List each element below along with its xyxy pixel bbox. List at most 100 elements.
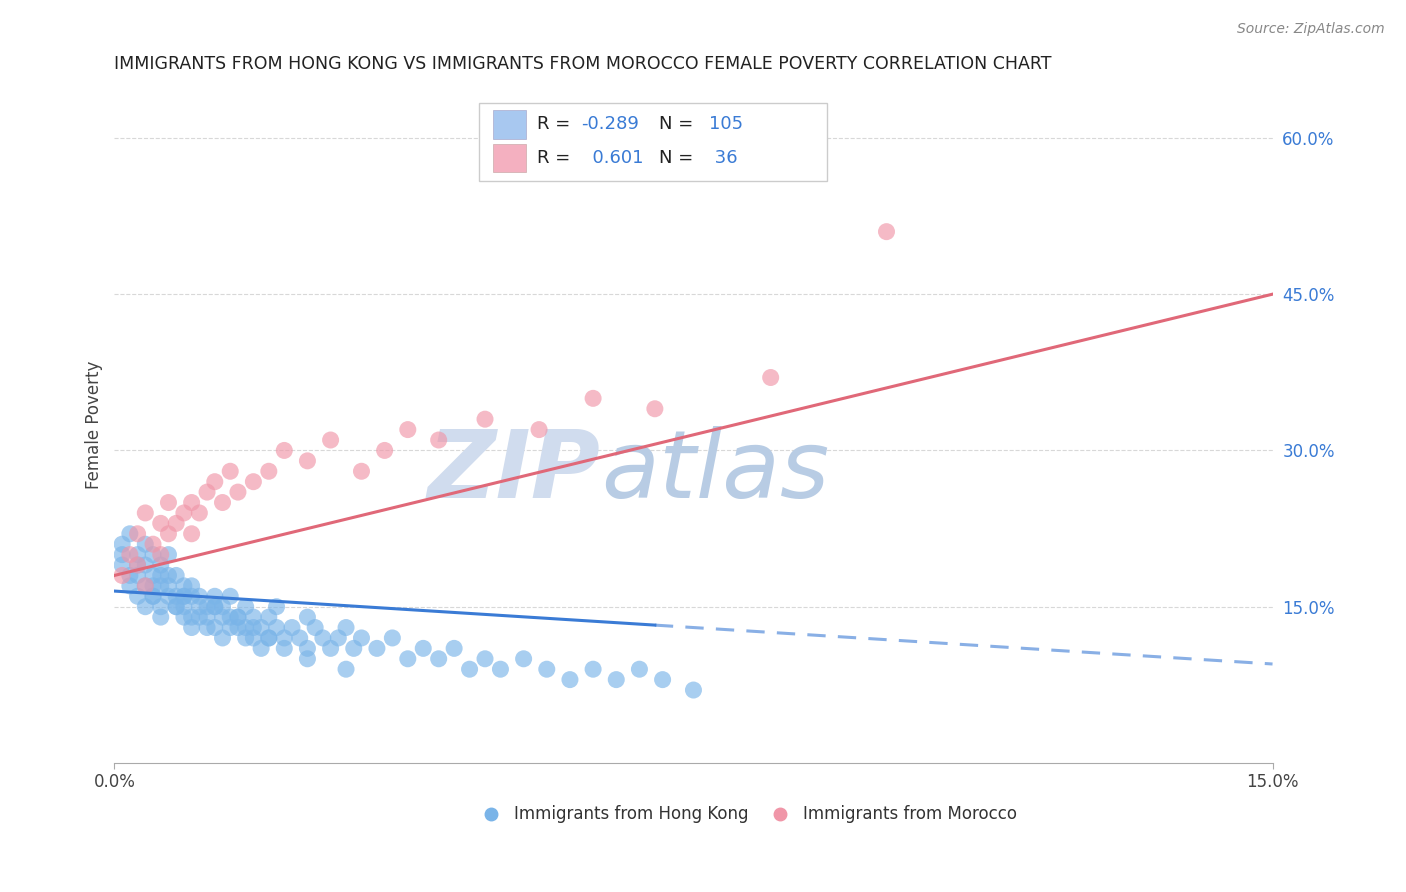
Point bbox=[366, 641, 388, 656]
Point bbox=[142, 568, 165, 582]
Point bbox=[644, 401, 666, 416]
Point bbox=[157, 548, 180, 562]
Point bbox=[180, 579, 202, 593]
Y-axis label: Female Poverty: Female Poverty bbox=[86, 360, 103, 489]
Point bbox=[273, 641, 295, 656]
Point bbox=[651, 673, 673, 687]
Point bbox=[328, 631, 350, 645]
Point bbox=[297, 454, 319, 468]
Point bbox=[458, 662, 481, 676]
Point bbox=[273, 631, 295, 645]
Point bbox=[111, 537, 134, 551]
Point bbox=[142, 589, 165, 603]
Point bbox=[235, 621, 257, 635]
Point bbox=[127, 548, 149, 562]
Point bbox=[343, 641, 366, 656]
Point bbox=[173, 579, 195, 593]
Point bbox=[319, 641, 342, 656]
Text: N =: N = bbox=[659, 115, 699, 134]
Point bbox=[682, 683, 704, 698]
Point bbox=[335, 662, 357, 676]
Point bbox=[180, 526, 202, 541]
Point bbox=[188, 589, 211, 603]
Point bbox=[127, 558, 149, 572]
Point bbox=[134, 506, 156, 520]
Point bbox=[149, 568, 172, 582]
Text: 36: 36 bbox=[709, 149, 737, 168]
Point bbox=[165, 589, 187, 603]
Point bbox=[204, 599, 226, 614]
Point bbox=[628, 662, 651, 676]
Point bbox=[127, 568, 149, 582]
Point bbox=[118, 526, 141, 541]
Point bbox=[226, 610, 249, 624]
Point bbox=[335, 621, 357, 635]
Point bbox=[350, 631, 373, 645]
Point bbox=[134, 558, 156, 572]
Point bbox=[142, 548, 165, 562]
Point bbox=[443, 641, 465, 656]
Point bbox=[180, 589, 202, 603]
Point bbox=[149, 610, 172, 624]
Point bbox=[195, 485, 218, 500]
Point bbox=[142, 589, 165, 603]
Point bbox=[157, 579, 180, 593]
Point bbox=[242, 610, 264, 624]
Bar bbox=[479, 103, 827, 180]
Point bbox=[111, 568, 134, 582]
Point bbox=[173, 589, 195, 603]
Point bbox=[312, 631, 335, 645]
Point bbox=[427, 652, 450, 666]
Text: IMMIGRANTS FROM HONG KONG VS IMMIGRANTS FROM MOROCCO FEMALE POVERTY CORRELATION : IMMIGRANTS FROM HONG KONG VS IMMIGRANTS … bbox=[114, 55, 1052, 73]
Point bbox=[226, 485, 249, 500]
Point bbox=[149, 548, 172, 562]
Point bbox=[474, 412, 496, 426]
Point bbox=[157, 589, 180, 603]
Text: Immigrants from Morocco: Immigrants from Morocco bbox=[803, 805, 1018, 822]
Point bbox=[142, 579, 165, 593]
Point bbox=[204, 475, 226, 489]
Point bbox=[165, 599, 187, 614]
Point bbox=[211, 631, 233, 645]
Point bbox=[118, 579, 141, 593]
Point bbox=[118, 568, 141, 582]
Point bbox=[396, 652, 419, 666]
Text: Immigrants from Hong Kong: Immigrants from Hong Kong bbox=[515, 805, 748, 822]
Bar bbox=[494, 144, 526, 172]
Point bbox=[219, 621, 242, 635]
Point bbox=[319, 433, 342, 447]
Point bbox=[242, 621, 264, 635]
Point bbox=[350, 464, 373, 478]
Text: ZIP: ZIP bbox=[427, 425, 600, 517]
Point bbox=[165, 599, 187, 614]
Point bbox=[134, 579, 156, 593]
Point bbox=[297, 652, 319, 666]
Point bbox=[605, 673, 627, 687]
Point bbox=[188, 506, 211, 520]
Point bbox=[188, 599, 211, 614]
Point bbox=[226, 621, 249, 635]
Text: Source: ZipAtlas.com: Source: ZipAtlas.com bbox=[1237, 22, 1385, 37]
Point bbox=[157, 526, 180, 541]
Point bbox=[149, 516, 172, 531]
Point bbox=[266, 621, 288, 635]
Point bbox=[219, 589, 242, 603]
Text: -0.289: -0.289 bbox=[581, 115, 638, 134]
Point bbox=[149, 558, 172, 572]
Point bbox=[173, 506, 195, 520]
Point bbox=[127, 558, 149, 572]
Bar bbox=[494, 111, 526, 138]
Point bbox=[427, 433, 450, 447]
Point bbox=[173, 610, 195, 624]
Point bbox=[412, 641, 434, 656]
Text: atlas: atlas bbox=[600, 426, 830, 517]
Point bbox=[211, 599, 233, 614]
Point bbox=[211, 495, 233, 509]
Point bbox=[304, 621, 326, 635]
Point bbox=[297, 610, 319, 624]
Text: 0.601: 0.601 bbox=[581, 149, 644, 168]
Point bbox=[257, 610, 280, 624]
Point bbox=[257, 631, 280, 645]
Point bbox=[127, 526, 149, 541]
Point bbox=[527, 423, 550, 437]
